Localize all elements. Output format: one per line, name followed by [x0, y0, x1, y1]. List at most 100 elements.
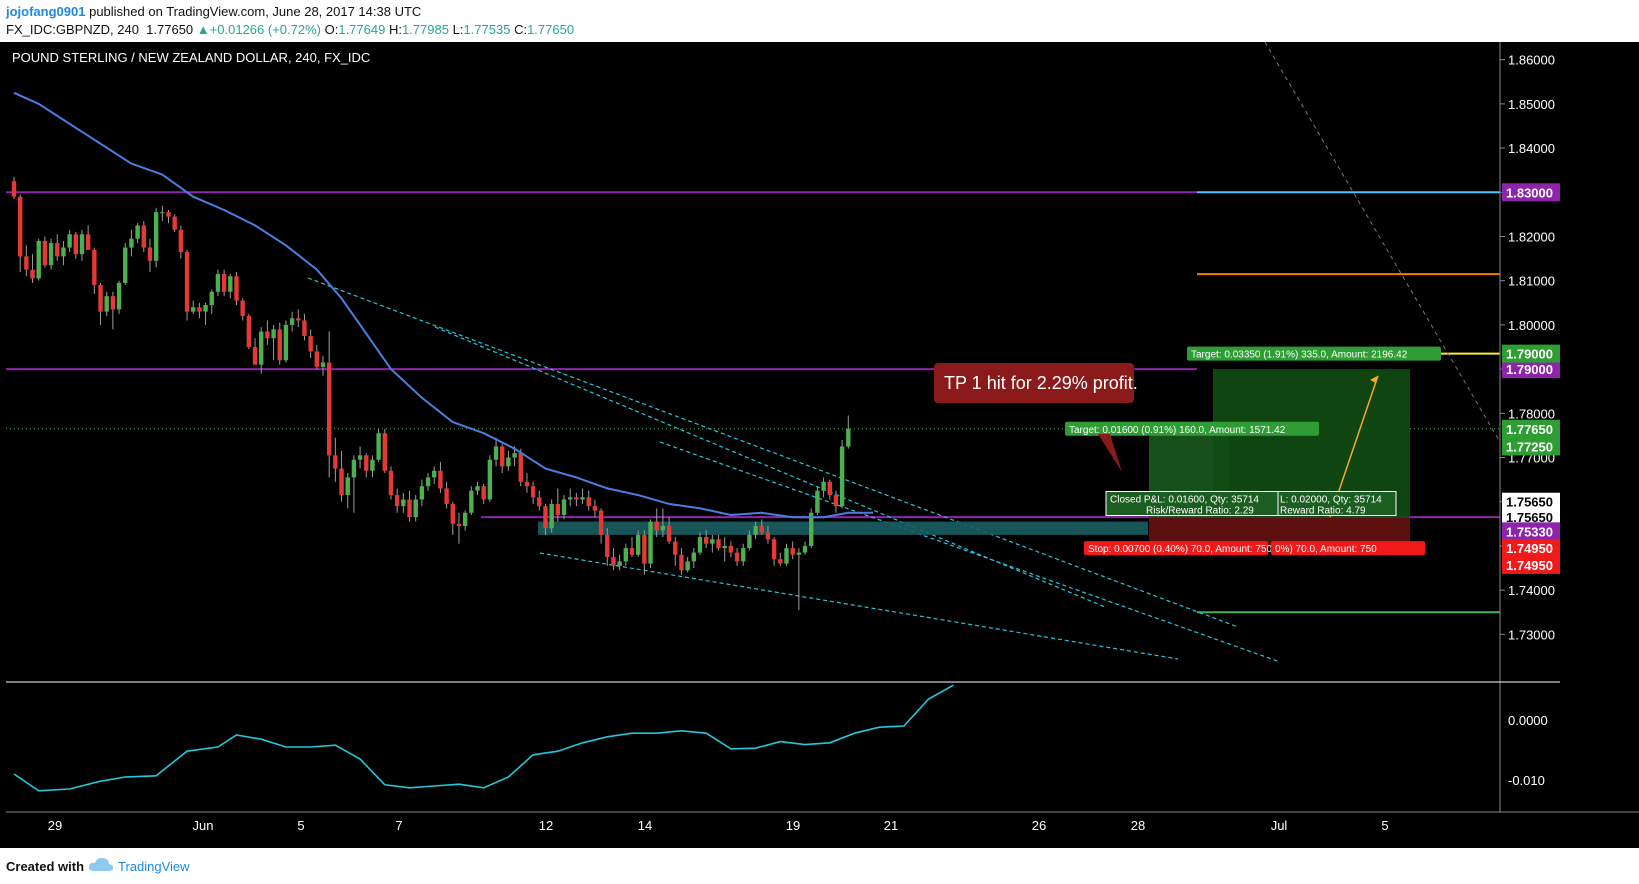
candle	[209, 289, 214, 314]
candle-body	[839, 446, 845, 507]
candle	[660, 508, 666, 538]
candle-body	[289, 318, 295, 325]
x-tick-label: 12	[539, 818, 553, 833]
channel-line[interactable]	[434, 326, 1106, 608]
candle-body	[432, 470, 437, 478]
osc-tick-label: 0.0000	[1508, 713, 1548, 728]
candle	[228, 274, 233, 299]
trend-line[interactable]	[1264, 42, 1501, 443]
username-link[interactable]: jojofang0901	[6, 4, 86, 19]
candle-body	[598, 510, 604, 535]
candle	[642, 530, 647, 575]
tp-annotation-text: TP 1 hit for 2.29% profit.	[944, 373, 1138, 393]
stop-label-2-bg	[1271, 541, 1425, 556]
oscillator-line[interactable]	[13, 684, 954, 792]
tradingview-link[interactable]: TradingView	[118, 859, 190, 874]
channel-line[interactable]	[307, 277, 1239, 628]
candle-body	[79, 234, 85, 255]
candle-body	[537, 497, 542, 507]
candle	[518, 448, 523, 487]
publish-info: published on TradingView.com, June 28, 2…	[89, 4, 422, 19]
candle-body	[487, 459, 493, 500]
channel-line[interactable]	[659, 441, 1281, 663]
risk-reward-text: Risk/Reward Ratio: 2.29	[1146, 506, 1254, 517]
candle-body	[234, 276, 239, 301]
price-change: +0.01266 (+0.72%)	[209, 22, 321, 37]
y-tick-label: 1.84000	[1508, 141, 1555, 156]
candle	[790, 541, 795, 560]
candle	[654, 508, 659, 538]
candle-body	[512, 453, 517, 458]
candle	[314, 344, 320, 370]
candle	[778, 552, 783, 566]
channel-line[interactable]	[539, 552, 1179, 660]
closed-pnl-box-2[interactable]	[1277, 491, 1397, 516]
candle-body	[790, 548, 795, 555]
stop-label-2: 0%) 70.0, Amount: 750	[1275, 544, 1377, 555]
candle-body	[444, 488, 449, 504]
closed-pnl-box[interactable]	[1105, 491, 1279, 516]
open-label: O:	[324, 22, 339, 37]
candle	[697, 532, 703, 555]
candle-body	[506, 457, 511, 467]
candle-body	[123, 247, 128, 283]
chart-footer: Created with TradingView	[0, 848, 1639, 884]
candle	[802, 541, 808, 555]
candle-body	[815, 490, 820, 513]
candle	[784, 543, 789, 566]
candle-body	[753, 526, 758, 535]
chart-title: POUND STERLING / NEW ZEALAND DOLLAR, 240…	[12, 50, 370, 65]
candle-body	[580, 497, 585, 500]
moving-average-line[interactable]	[13, 91, 873, 519]
candle-body	[314, 351, 320, 367]
candle-body	[438, 470, 443, 489]
candle-body	[259, 331, 264, 365]
candle	[30, 254, 35, 283]
candle	[481, 484, 486, 504]
candle-body	[110, 296, 116, 310]
price-tag: 1.75650	[1506, 510, 1553, 525]
candle	[549, 499, 554, 533]
candle-body	[635, 534, 641, 555]
price-tag: 1.77650	[1506, 422, 1553, 437]
candle-body	[184, 251, 190, 312]
candle-body	[475, 486, 480, 491]
stop-label-1-bg	[1084, 541, 1268, 556]
support-zone[interactable]	[538, 521, 1148, 535]
ohlc-line: FX_IDC:GBPNZD, 240 1.77650 ▲+0.01266 (+0…	[6, 22, 574, 37]
x-tick-label: Jul	[1271, 818, 1288, 833]
candle-body	[543, 506, 548, 529]
candle-body	[221, 274, 227, 292]
candle	[85, 225, 91, 250]
candle-body	[55, 243, 60, 257]
candle	[73, 232, 78, 259]
candle	[382, 428, 387, 473]
candle-body	[765, 532, 771, 540]
candle-body	[759, 526, 764, 533]
price-chart[interactable]: Target: 0.01600 (0.91%) 160.0, Amount: 1…	[0, 42, 1639, 848]
candle-body	[673, 541, 678, 555]
candle-body	[215, 274, 221, 292]
symbol-label: FX_IDC:GBPNZD, 240	[6, 22, 139, 37]
candle	[734, 548, 740, 566]
candle-body	[734, 552, 740, 562]
candle	[333, 437, 338, 482]
candle-body	[697, 537, 703, 553]
candle	[666, 517, 672, 544]
open-value: 1.77649	[338, 22, 386, 37]
candle	[710, 534, 715, 553]
x-tick-label: 19	[786, 818, 800, 833]
x-tick-label: 14	[638, 818, 652, 833]
candle	[679, 548, 684, 575]
candle	[419, 479, 425, 507]
candle	[67, 229, 72, 252]
candle-body	[784, 548, 789, 564]
y-tick-label: 1.85000	[1508, 97, 1555, 112]
candle	[691, 548, 696, 569]
candle-body	[92, 249, 97, 286]
candle-body	[425, 477, 431, 487]
x-tick-label: 7	[395, 818, 402, 833]
candle	[846, 415, 851, 449]
candle-body	[382, 433, 387, 471]
candle-body	[493, 446, 499, 460]
